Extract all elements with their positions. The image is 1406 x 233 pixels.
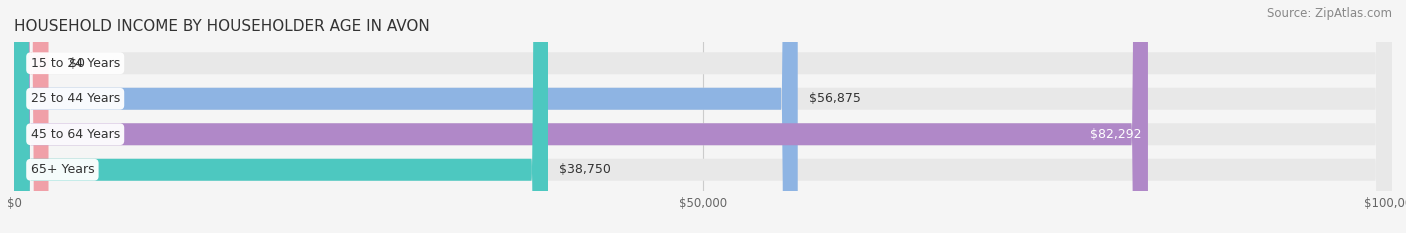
Text: 45 to 64 Years: 45 to 64 Years bbox=[31, 128, 120, 141]
Text: $38,750: $38,750 bbox=[560, 163, 610, 176]
Text: 65+ Years: 65+ Years bbox=[31, 163, 94, 176]
FancyBboxPatch shape bbox=[14, 0, 1392, 233]
Text: $82,292: $82,292 bbox=[1090, 128, 1142, 141]
FancyBboxPatch shape bbox=[14, 0, 797, 233]
FancyBboxPatch shape bbox=[14, 0, 48, 233]
Text: 25 to 44 Years: 25 to 44 Years bbox=[31, 92, 120, 105]
Text: $56,875: $56,875 bbox=[808, 92, 860, 105]
Text: Source: ZipAtlas.com: Source: ZipAtlas.com bbox=[1267, 7, 1392, 20]
FancyBboxPatch shape bbox=[14, 0, 1147, 233]
Text: 15 to 24 Years: 15 to 24 Years bbox=[31, 57, 120, 70]
FancyBboxPatch shape bbox=[14, 0, 1392, 233]
FancyBboxPatch shape bbox=[14, 0, 1392, 233]
Text: HOUSEHOLD INCOME BY HOUSEHOLDER AGE IN AVON: HOUSEHOLD INCOME BY HOUSEHOLDER AGE IN A… bbox=[14, 19, 430, 34]
Text: $0: $0 bbox=[69, 57, 86, 70]
FancyBboxPatch shape bbox=[14, 0, 548, 233]
FancyBboxPatch shape bbox=[14, 0, 1392, 233]
